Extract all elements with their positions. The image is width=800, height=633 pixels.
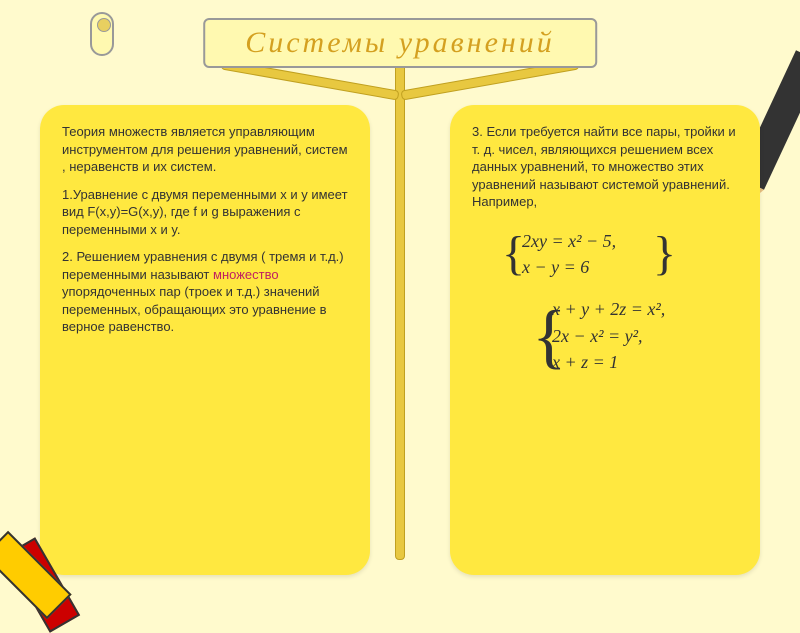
equation-system-2: { x + y + 2z = x², 2x − x² = y², x + z =… [532, 297, 738, 374]
left-para-3b: упорядоченных пар (троек и т.д.) значени… [62, 284, 327, 334]
right-brace-icon: } [653, 229, 676, 280]
left-para-3-highlight: множество [213, 267, 279, 282]
theory-card-right: 3. Если требуется найти все пары, тройки… [450, 105, 760, 575]
sys1-eq1: 2xy = x² − 5, [522, 229, 662, 253]
sys1-eq2: x − y = 6 [522, 255, 662, 279]
connector-stem [395, 60, 405, 560]
left-para-1: Теория множеств является управляющим инс… [62, 123, 348, 176]
sys2-eq1: x + y + 2z = x², [552, 297, 738, 321]
left-para-3: 2. Решением уравнения с двумя ( тремя и … [62, 248, 348, 336]
left-para-2: 1.Уравнение с двумя переменными x и y им… [62, 186, 348, 239]
theory-card-left: Теория множеств является управляющим инс… [40, 105, 370, 575]
title-banner: Системы уравнений [203, 18, 597, 68]
left-brace-icon: { [532, 297, 567, 374]
scroll-ornament-left [90, 12, 114, 56]
sys2-eq3: x + z = 1 [552, 350, 738, 374]
page-title: Системы уравнений [245, 26, 555, 60]
sys2-eq2: 2x − x² = y², [552, 324, 738, 348]
equation-system-1: { 2xy = x² − 5, x − y = 6 } [502, 229, 662, 280]
right-para-1: 3. Если требуется найти все пары, тройки… [472, 123, 738, 211]
left-para-3a: 2. Решением уравнения с двумя ( тремя и … [62, 249, 344, 282]
left-brace-icon: { [502, 229, 525, 280]
pencil-decoration-left [0, 510, 90, 630]
